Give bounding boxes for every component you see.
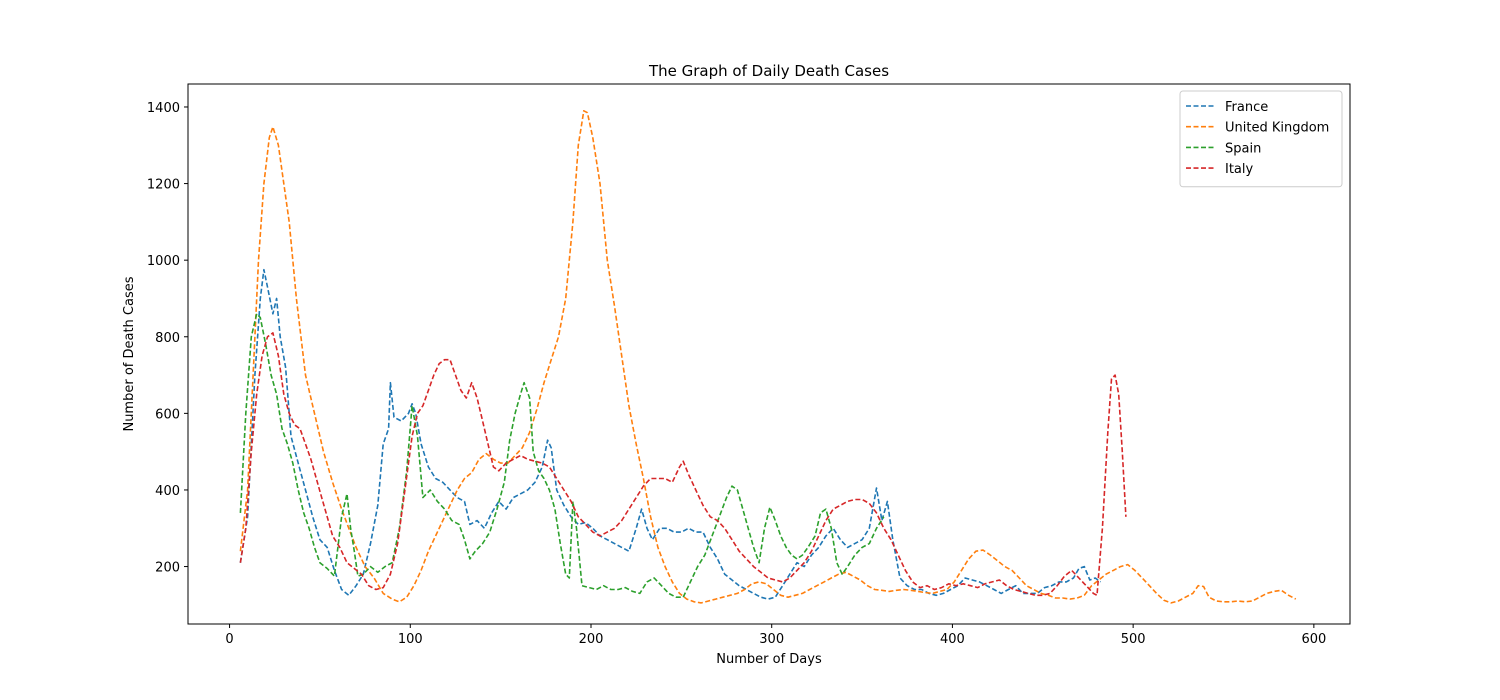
- plot-frame: [187, 83, 1351, 625]
- y-axis-ticks: 200 400 600 800 1000 1200 1400: [147, 101, 188, 576]
- x-tick-label-1: 100: [398, 632, 423, 647]
- y-tick-label-2: 600: [155, 407, 180, 422]
- legend-label-0: France: [1225, 100, 1268, 115]
- y-tick-label-5: 1200: [147, 178, 180, 193]
- x-axis-label: Number of Days: [716, 652, 822, 667]
- series-line-0: [239, 268, 1102, 600]
- series-line-1: [239, 110, 1297, 604]
- series-line-2: [239, 313, 885, 598]
- legend: France United Kingdom Spain Italy: [1179, 90, 1343, 188]
- plot-lines: [239, 110, 1297, 604]
- y-tick-label-4: 1000: [147, 254, 180, 269]
- x-tick-label-5: 500: [1121, 632, 1146, 647]
- legend-box: [1179, 90, 1343, 188]
- x-tick-label-0: 0: [225, 632, 233, 647]
- x-axis-ticks: 0 100 200 300 400 500 600: [225, 624, 1326, 647]
- y-tick-label-6: 1400: [147, 101, 180, 116]
- x-tick-label-6: 600: [1301, 632, 1326, 647]
- legend-label-1: United Kingdom: [1225, 121, 1329, 136]
- chart-title: The Graph of Daily Death Cases: [648, 62, 889, 80]
- series-line-3: [239, 332, 1127, 597]
- y-axis-label: Number of Death Cases: [122, 276, 137, 431]
- x-tick-label-3: 300: [759, 632, 784, 647]
- x-tick-label-2: 200: [579, 632, 604, 647]
- y-tick-label-0: 200: [155, 561, 180, 576]
- x-tick-label-4: 400: [940, 632, 965, 647]
- y-tick-label-1: 400: [155, 484, 180, 499]
- legend-label-2: Spain: [1225, 141, 1261, 156]
- legend-label-3: Italy: [1225, 162, 1254, 177]
- y-tick-label-3: 800: [155, 331, 180, 346]
